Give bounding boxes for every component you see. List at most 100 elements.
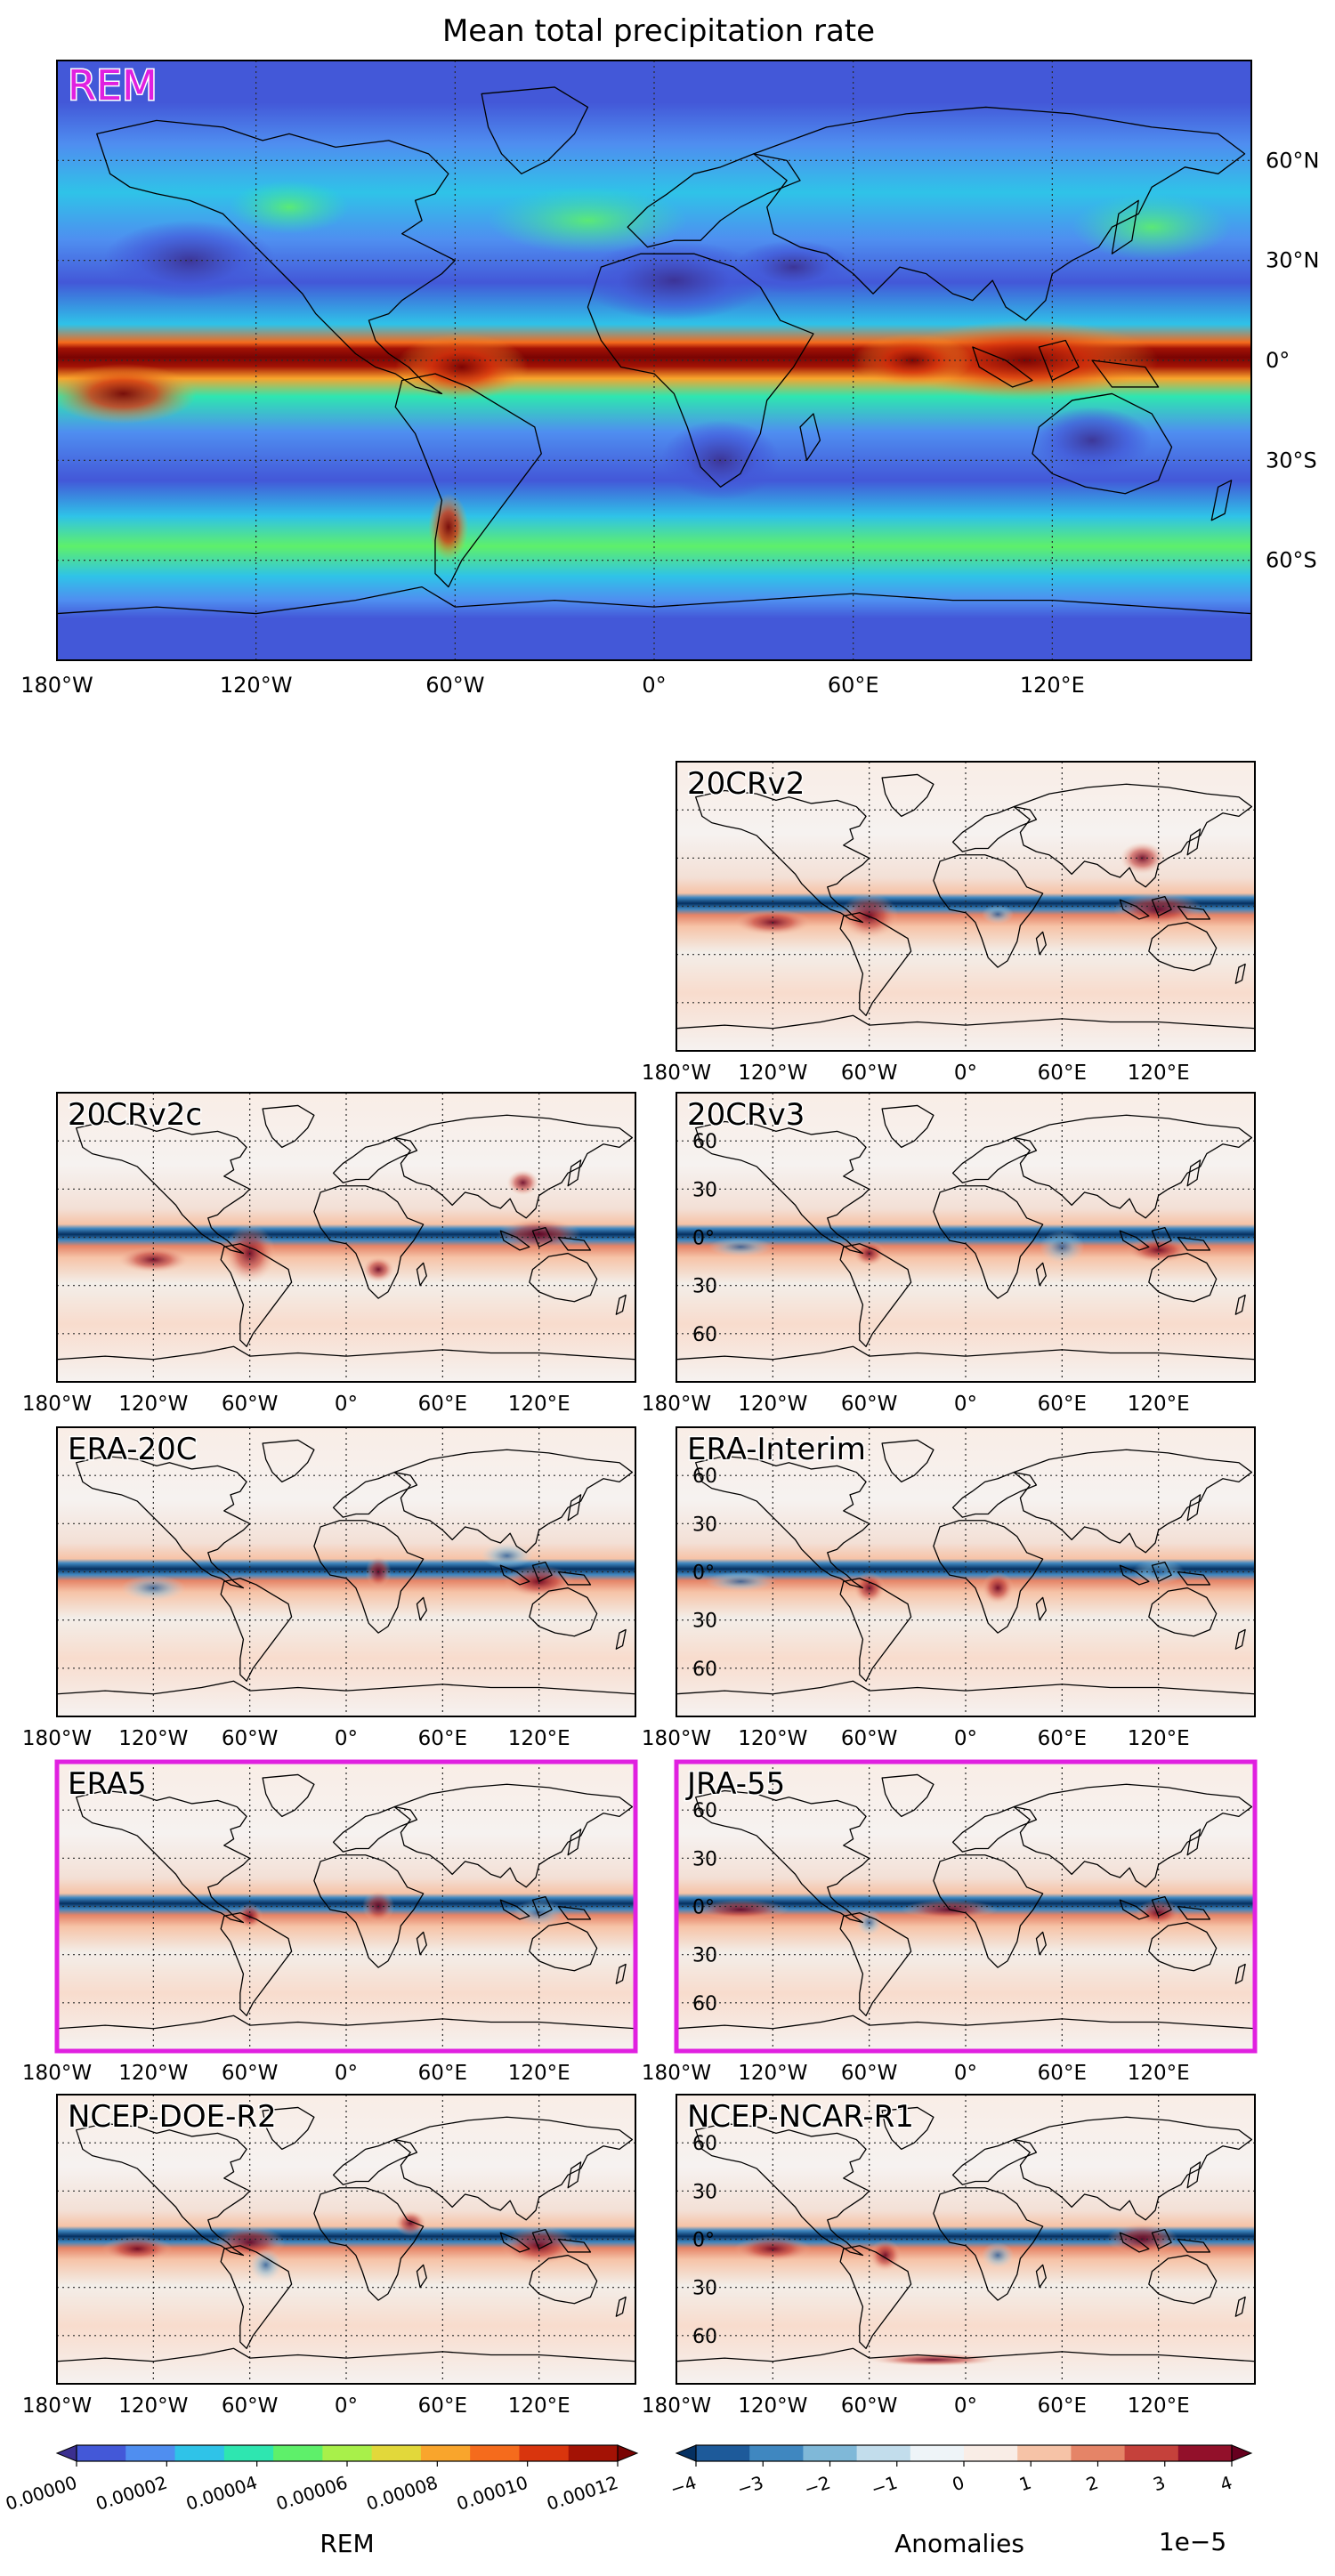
- anomaly-panels: 20CRv2 180°W 120°W 60°W 0° 60°E 120°E 20CRv2c 18…: [22, 761, 1258, 2418]
- panel-lon-tick: 60°E: [418, 1393, 467, 1416]
- panel-lon-tick: 120°W: [118, 1727, 188, 1750]
- panel-lat-tick: 60: [692, 1659, 717, 1681]
- panel-lon-tick: 120°E: [1128, 1393, 1190, 1416]
- panel-lon-tick: 120°E: [508, 2062, 570, 2085]
- anomaly-colorbar: −4 −3 −2 −1 0 1 2 3 4: [668, 2444, 1253, 2500]
- colorbar-tick: −4: [668, 2472, 699, 2500]
- panel-lon-tick: 60°W: [222, 2062, 279, 2085]
- panel-label: ERA5: [68, 1766, 147, 1802]
- main-lat-tick: 60°N: [1266, 148, 1320, 173]
- panel-lon-tick: 0°: [954, 1393, 977, 1416]
- panel-lon-tick: 0°: [335, 1393, 358, 1416]
- panel-label: JRA-55: [685, 1766, 785, 1802]
- panel-lon-tick: 120°W: [738, 2062, 807, 2085]
- panel-lon-tick: 120°W: [118, 2394, 188, 2418]
- panel-lon-tick: 120°W: [738, 1062, 807, 1085]
- anomaly-colorbar-label: Anomalies: [894, 2529, 1024, 2558]
- panel-lon-tick: 0°: [335, 2062, 358, 2085]
- colorbar-tick: −2: [801, 2472, 832, 2500]
- main-map-label: REM: [68, 61, 158, 109]
- panel-lon-tick: 60°E: [1038, 1727, 1087, 1750]
- colorbar-swatch: [223, 2445, 274, 2461]
- panel-lat-tick: 30: [692, 1179, 717, 1201]
- panel-lon-tick: 120°W: [738, 1393, 807, 1416]
- colorbar-tick: 0.00010: [454, 2472, 530, 2515]
- panel-20crv2: 20CRv2 180°W 120°W 60°W 0° 60°E 120°E: [642, 761, 1256, 1085]
- colorbar-tick: 0.00002: [93, 2472, 170, 2515]
- panel-frame: [56, 1426, 636, 1717]
- panel-lon-tick: 180°W: [642, 2394, 711, 2418]
- colorbar-tick: 0.00006: [273, 2472, 350, 2515]
- panel-lon-tick: 60°E: [1038, 2062, 1087, 2085]
- panel-lon-tick: 180°W: [642, 1062, 711, 1085]
- main-lon-tick: 120°E: [1020, 673, 1085, 698]
- colorbar-swatch: [1071, 2445, 1126, 2461]
- colorbar-tick: 0.00004: [183, 2472, 260, 2515]
- panel-lat-tick: 30: [692, 1611, 717, 1633]
- highlight-frame: [674, 1759, 1258, 2054]
- panel-lon-tick: 60°W: [841, 1062, 898, 1085]
- panel-lon-tick: 0°: [954, 2062, 977, 2085]
- colorbar-tick: −3: [734, 2472, 765, 2500]
- main-lon-tick: 120°W: [220, 673, 293, 698]
- colorbar-swatch: [77, 2445, 126, 2461]
- panel-lon-tick: 60°W: [222, 1727, 279, 1750]
- panel-lat-tick: 60: [692, 1800, 717, 1822]
- colorbar-tick: 2: [1083, 2472, 1101, 2496]
- rem-colorbar: 0.00000 0.00002 0.00004 0.00006 0.00008 0.000…: [3, 2444, 639, 2515]
- panel-lon-tick: 180°W: [642, 1727, 711, 1750]
- colorbar-swatch: [856, 2445, 911, 2461]
- panel-lat-tick: 30: [692, 1276, 717, 1298]
- panel-lat-tick: 30: [692, 1848, 717, 1870]
- panel-lat-tick: 60: [692, 1993, 717, 2015]
- panel-lon-tick: 120°E: [1128, 1062, 1190, 1085]
- colorbar-swatch: [1177, 2445, 1233, 2461]
- panel-lon-tick: 0°: [335, 2394, 358, 2418]
- panel-era-interim: ERA-Interim 180°W 120°W 60°W 0° 60°E 120°E 60 30…: [642, 1426, 1256, 1750]
- colorbar-tick: −1: [869, 2472, 900, 2500]
- main-lat-tick: 30°N: [1266, 248, 1320, 273]
- colorbar-tick: 0.00008: [364, 2472, 441, 2515]
- panel-lat-tick: 30: [692, 1514, 717, 1536]
- main-lat-tick: 60°S: [1266, 548, 1317, 573]
- panel-20crv3: 20CRv3 180°W 120°W 60°W 0° 60°E 120°E 60 30 0° 30 6…: [642, 1092, 1256, 1416]
- panel-label: 20CRv2: [687, 766, 805, 802]
- panel-lon-tick: 60°E: [1038, 1062, 1087, 1085]
- main-lon-ticks: 180°W 120°W 60°W 0° 60°E 120°E: [20, 673, 1085, 698]
- colorbar-swatch: [174, 2445, 225, 2461]
- panel-lat-tick: 30: [692, 2181, 717, 2203]
- panel-lon-tick: 120°E: [508, 1727, 570, 1750]
- panel-lon-tick: 0°: [954, 2394, 977, 2418]
- panel-lon-tick: 180°W: [642, 1393, 711, 1416]
- panel-lon-tick: 120°E: [508, 1393, 570, 1416]
- colorbar-swatch: [964, 2445, 1018, 2461]
- panel-lon-tick: 180°W: [642, 2062, 711, 2085]
- panel-lon-tick: 180°W: [22, 2062, 92, 2085]
- panel-era-20c: ERA-20C 180°W 120°W 60°W 0° 60°E 120°E: [22, 1426, 636, 1750]
- panel-label: 20CRv3: [687, 1097, 805, 1133]
- panel-lon-tick: 120°E: [508, 2394, 570, 2418]
- panel-lat-tick: 60: [692, 1466, 717, 1488]
- panel-lon-tick: 120°W: [118, 1393, 188, 1416]
- anomaly-colorbar-exponent: 1e−5: [1159, 2527, 1226, 2556]
- main-map: REM 180°W 120°W 60°W 0° 60°E 120°E 60°N 30°N 0°…: [20, 60, 1320, 698]
- panel-lat-tick: 60: [692, 1131, 717, 1153]
- panel-lon-tick: 0°: [335, 1727, 358, 1750]
- colorbar-swatch: [1017, 2445, 1072, 2461]
- panel-lat-tick: 60: [692, 2133, 717, 2155]
- panel-frame: [56, 2094, 636, 2385]
- colorbar-swatch: [568, 2445, 619, 2461]
- rem-colorbar-label: REM: [320, 2529, 374, 2558]
- colorbar-swatch: [420, 2445, 471, 2461]
- panel-lon-tick: 60°W: [222, 2394, 279, 2418]
- colorbar-swatch: [696, 2445, 750, 2461]
- colorbar-swatch: [371, 2445, 422, 2461]
- colorbar-swatch: [1124, 2445, 1179, 2461]
- panel-lon-tick: 120°W: [118, 2062, 188, 2085]
- panel-lon-tick: 120°W: [738, 1727, 807, 1750]
- panel-label: NCEP-NCAR-R1: [687, 2099, 914, 2135]
- panel-lon-tick: 60°W: [841, 1727, 898, 1750]
- panel-lon-tick: 0°: [954, 1062, 977, 1085]
- colorbar-tick: 0.00000: [3, 2472, 79, 2515]
